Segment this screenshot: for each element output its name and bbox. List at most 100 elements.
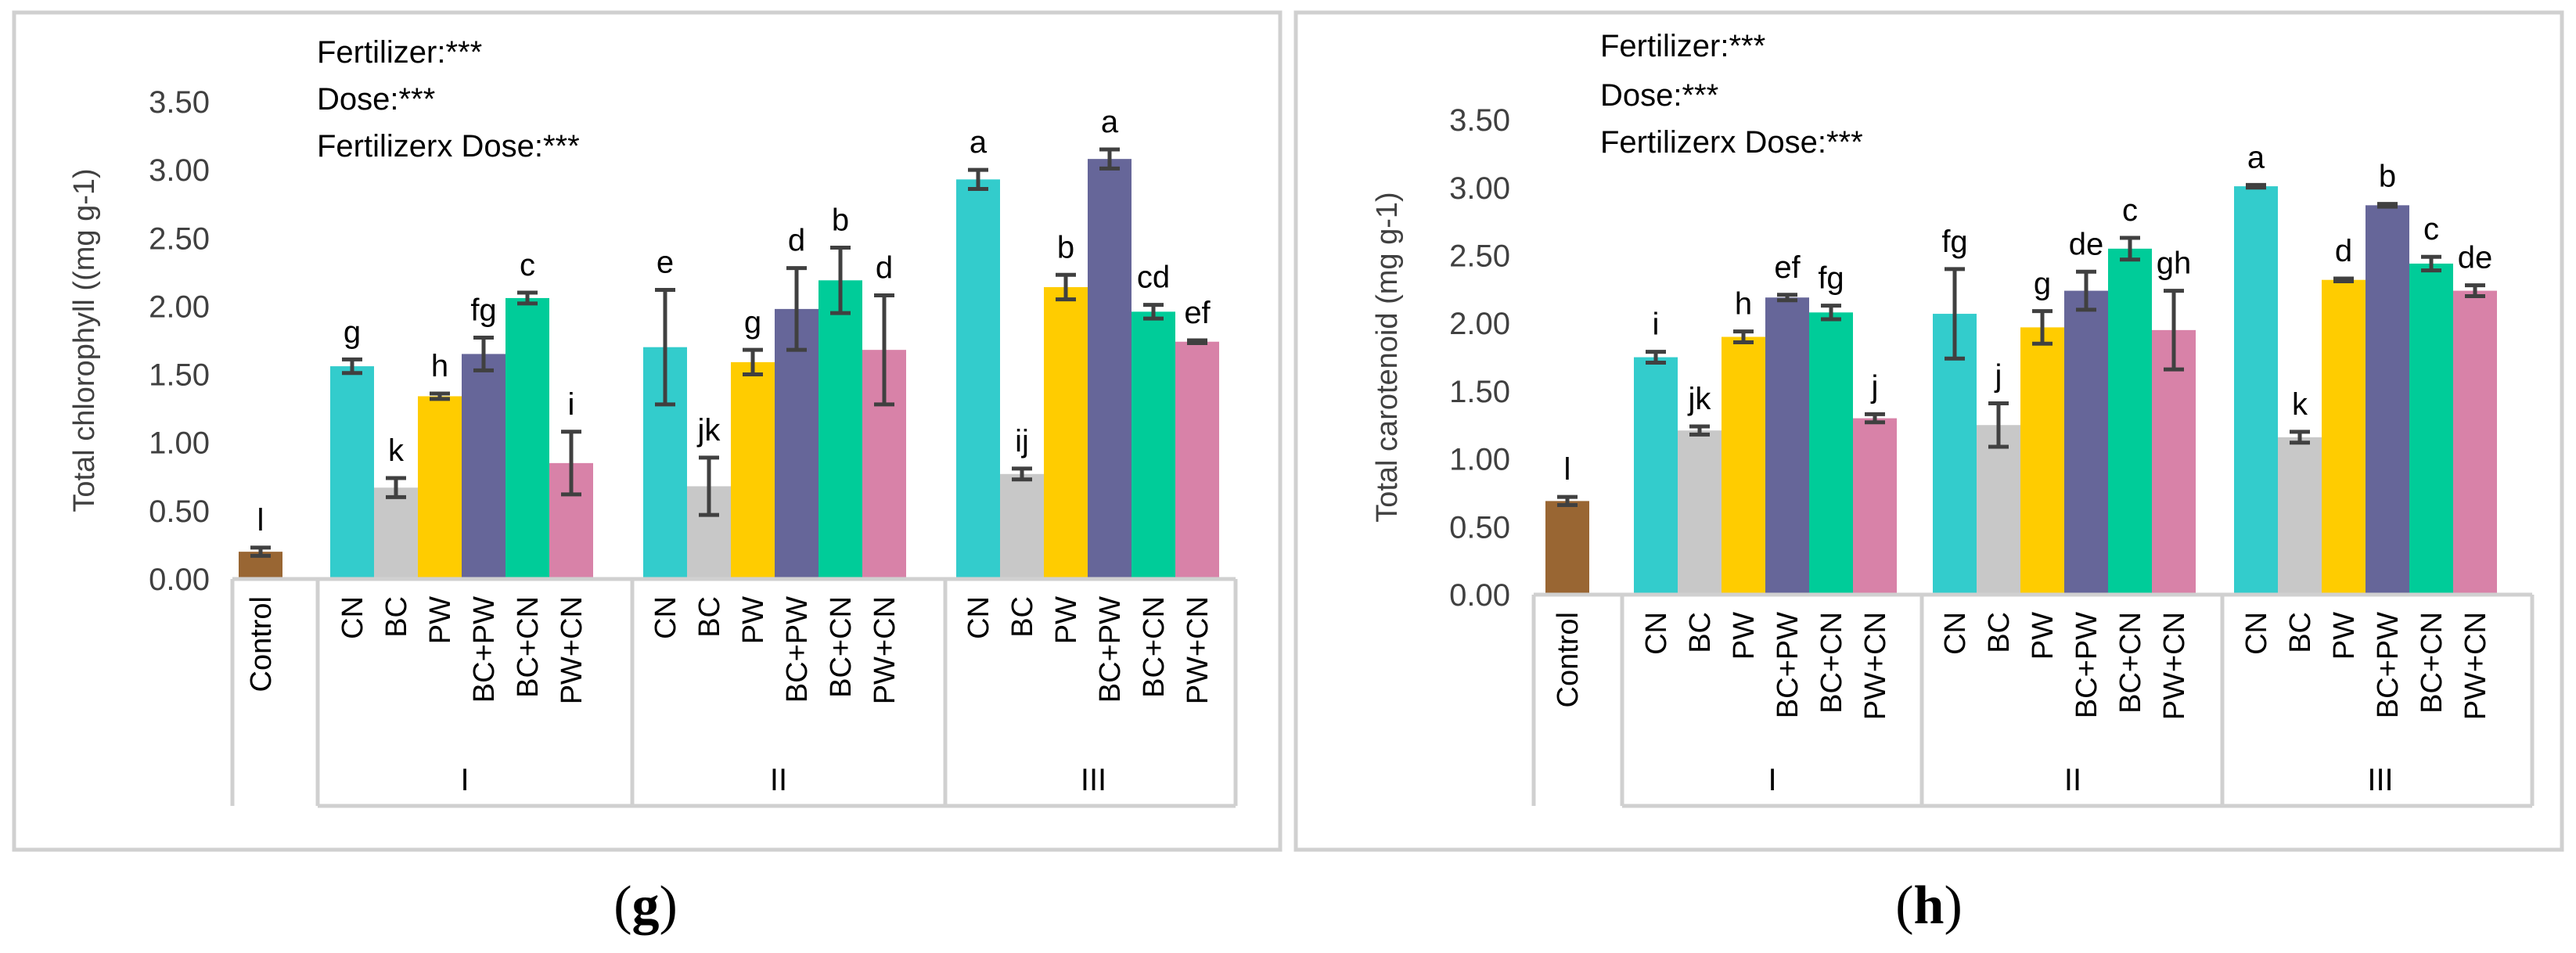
panel-h-bar <box>1977 425 2020 595</box>
panel-h-bar <box>2064 290 2108 595</box>
panel-h-category-label: BC+CN <box>1815 612 1848 714</box>
panel-g-bar <box>1175 341 1219 579</box>
panel-h-significance-label: c <box>2122 193 2138 228</box>
panel-g-category-label: PW+CN <box>556 596 588 704</box>
panel-h-category-label: PW <box>2027 612 2060 660</box>
panel-h-bar <box>1853 418 1897 595</box>
panel-g-significance-label: cd <box>1137 261 1170 295</box>
panel-g-significance-label: i <box>568 387 575 422</box>
panel-g-significance-label: h <box>431 349 448 383</box>
panel-h-category-label: PW+CN <box>2158 612 2191 720</box>
panel-g-significance-label: jk <box>697 413 721 448</box>
panel-g-significance-label: ij <box>1015 424 1029 459</box>
panel-g-significance-label: a <box>1101 105 1119 139</box>
panel-g-bar <box>1088 159 1131 579</box>
panel-g-group-label: I <box>460 763 469 797</box>
panel-h-significance-label: de <box>2458 241 2493 275</box>
panel-h-category-label: PW <box>1728 612 1761 660</box>
panel-h-significance-label: j <box>1871 369 1879 404</box>
panel-g-category-label: BC+CN <box>1138 596 1171 698</box>
panel-h-bar <box>2152 329 2196 595</box>
panel-h-significance-label: c <box>2423 212 2439 246</box>
panel-g-significance-label: ef <box>1184 296 1211 330</box>
panel-h-y-axis-title: Total carotenoid (mg g-1) <box>1371 192 1404 522</box>
panel-h-ytick-label: 0.50 <box>1449 510 1510 545</box>
panel-h-bar <box>2453 290 2497 595</box>
panel-g-ytick-label: 0.50 <box>149 494 210 529</box>
panel-g-bar <box>775 308 818 579</box>
caption-letter: g <box>632 876 660 936</box>
panel-h-category-label: Control <box>1552 612 1585 708</box>
panel-g-category-label: BC+CN <box>825 596 858 698</box>
panel-h-bar <box>1634 357 1678 595</box>
panel-h-significance-label: fg <box>1818 261 1844 296</box>
panel-g-category-label: PW+CN <box>869 596 901 704</box>
panel-g-bar <box>505 297 549 579</box>
panel-g-significance-label: b <box>832 203 849 237</box>
panel-h-bar <box>2020 327 2064 595</box>
panel-g-bar <box>1044 286 1088 579</box>
panel-h-significance-label: j <box>1995 359 2002 394</box>
panel-g-significance-label: d <box>876 250 893 285</box>
panel-g-stat-line: Fertilizer:*** <box>317 35 482 70</box>
panel-h-significance-label: jk <box>1688 382 1712 416</box>
panel-g-category-label: PW <box>1050 596 1083 644</box>
panel-g-ytick-label: 1.50 <box>149 358 210 393</box>
panel-h-bar <box>2322 279 2366 595</box>
panel-h-bar <box>2108 248 2152 595</box>
panel-h-bar <box>1545 501 1589 595</box>
panel-h-significance-label: fg <box>1941 225 1967 259</box>
panel-h-significance-label: a <box>2247 140 2265 174</box>
panel-g-y-axis-title: Total chlorophyll ((mg g-1) <box>68 168 101 512</box>
panel-g-category-label: BC+CN <box>512 596 545 698</box>
panel-g-bar <box>1000 473 1044 579</box>
panel-g-category-label: BC <box>1006 596 1039 638</box>
panel-g-bar <box>330 366 374 579</box>
panel-g-category-label: CN <box>962 596 995 639</box>
panel-g-significance-label: e <box>657 245 674 279</box>
panel-h-ytick-label: 3.50 <box>1449 103 1510 138</box>
panel-h-category-label: BC <box>1983 612 2016 653</box>
panel-g-ytick-label: 3.50 <box>149 85 210 120</box>
panel-h-significance-label: l <box>1564 452 1571 487</box>
panel-g-ytick-label: 2.50 <box>149 221 210 256</box>
panel-g-group-label: III <box>1081 763 1106 797</box>
panel-h-significance-label: g <box>2034 267 2051 301</box>
panel-g-bar <box>818 280 862 579</box>
panel-g-ytick-label: 3.00 <box>149 153 210 188</box>
panel-h-caption: (h) <box>1895 876 1963 936</box>
panel-g-category-label: BC+PW <box>468 596 501 703</box>
panel-h-category-label: BC+CN <box>2114 612 2147 714</box>
panel-g-significance-label: g <box>344 315 361 349</box>
panel-h-category-label: PW <box>2328 612 2361 660</box>
panel-g-category-label: PW <box>424 596 457 644</box>
panel-h-bar <box>1765 297 1809 595</box>
panel-g-bar <box>956 179 1000 579</box>
panel-g-bar <box>731 361 775 579</box>
panel-g-significance-label: g <box>744 305 761 340</box>
panel-h-ytick-label: 3.00 <box>1449 171 1510 206</box>
panel-h-significance-label: h <box>1735 287 1752 322</box>
caption-open-paren: ( <box>1895 876 1913 936</box>
chart-panel-g: 0.00 0.50 1.00 1.50 2.00 2.50 3.00 3.50 Total ch… <box>12 10 1283 936</box>
panel-h-significance-label: i <box>1653 307 1660 342</box>
panel-h-stat-line: Fertilizer:*** <box>1600 29 1765 63</box>
panel-g-category-label: BC+PW <box>1094 596 1127 703</box>
panel-g-significance-label: k <box>388 433 405 468</box>
panel-h-bar <box>2234 186 2278 595</box>
panel-g-bar <box>374 487 418 579</box>
panel-h-ytick-label: 0.00 <box>1449 578 1510 613</box>
panel-g-bar <box>1131 311 1175 579</box>
panel-h-bar <box>2366 205 2409 595</box>
panel-h-bar <box>1722 336 1765 595</box>
panel-h-category-label: BC+CN <box>2416 612 2448 714</box>
caption-letter: h <box>1914 876 1945 936</box>
panel-g-caption: (g) <box>613 876 678 936</box>
panel-h-ytick-label: 1.00 <box>1449 443 1510 477</box>
panel-h-group-label: II <box>2064 763 2081 797</box>
caption-open-paren: ( <box>613 876 631 936</box>
panel-h-category-label: BC+PW <box>1772 612 1804 718</box>
panel-g-stat-line: Dose:*** <box>317 82 435 117</box>
panel-h-stat-line: Fertilizerx Dose:*** <box>1600 125 1863 160</box>
panel-h-group-label: I <box>1768 763 1776 797</box>
